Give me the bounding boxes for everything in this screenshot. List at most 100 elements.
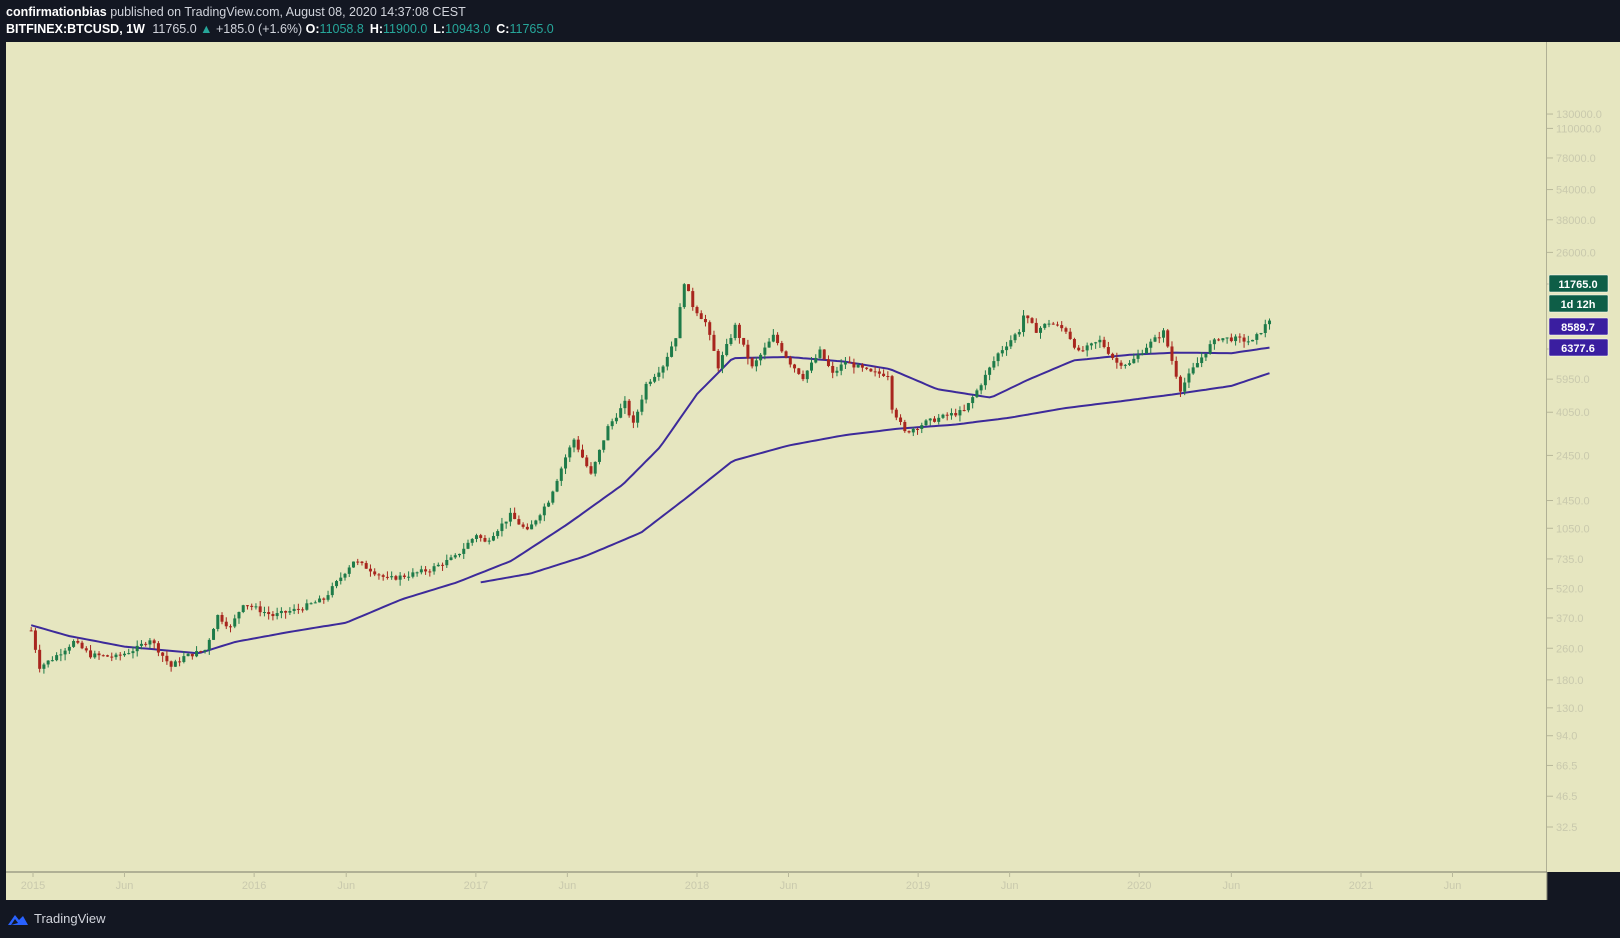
candle-body	[173, 661, 177, 667]
candle-body	[445, 559, 449, 566]
candle-body	[1132, 358, 1136, 364]
candle-body	[920, 425, 924, 429]
candle-body	[865, 367, 869, 369]
candle-body	[250, 605, 254, 607]
candle-body	[788, 357, 792, 365]
candle-body	[568, 447, 572, 458]
ma-long-line	[480, 372, 1270, 584]
y-tick-label: 1450.0	[1556, 496, 1590, 508]
candle-body	[1030, 318, 1034, 323]
candle-body	[712, 334, 716, 351]
candle-body	[326, 595, 330, 600]
candle-body	[46, 660, 50, 665]
candle-body	[483, 537, 487, 542]
candle-body	[729, 338, 733, 344]
brand-name[interactable]: TradingView	[34, 911, 106, 926]
candle-body	[776, 334, 780, 344]
y-tick-label: 735.0	[1556, 554, 1584, 566]
candle-body	[530, 524, 534, 530]
candle-body	[644, 383, 648, 400]
candle-body	[97, 653, 101, 656]
last-price: 11765.0	[152, 22, 197, 36]
candle-body	[1149, 341, 1153, 348]
y-tick-label: 260.0	[1556, 643, 1584, 655]
author-name[interactable]: confirmationbias	[6, 5, 107, 19]
candle-body	[708, 322, 712, 335]
candle-body	[890, 376, 894, 410]
y-tick-label: 94.0	[1556, 731, 1577, 743]
x-tick-label: Jun	[116, 880, 134, 892]
candle-body	[1191, 367, 1195, 374]
close-value: 11765.0	[509, 22, 554, 36]
candle-body	[407, 576, 411, 578]
candle-body	[670, 346, 674, 357]
price-chart[interactable]: 130000.0 110000.0 78000.0 54000.0 38000.0 260…	[6, 42, 1620, 900]
y-tick-label: 4050.0	[1556, 407, 1590, 419]
candle-body	[1145, 347, 1149, 354]
candle-body	[233, 618, 237, 627]
tradingview-logo-icon[interactable]	[6, 911, 30, 927]
candle-body	[843, 362, 847, 365]
candle-body	[517, 519, 521, 525]
symbol-line: BITFINEX:BTCUSD, 1W 11765.0 ▲ +185.0 (+1…	[6, 22, 554, 36]
candle-body	[381, 575, 385, 577]
candle-body	[835, 370, 839, 373]
candle-body	[839, 364, 843, 371]
candle-body	[640, 399, 644, 412]
candle-body	[93, 653, 97, 658]
candle-body	[911, 428, 915, 433]
candle-body	[101, 655, 105, 657]
candle-body	[288, 610, 292, 613]
candle-body	[1043, 323, 1047, 328]
candle-body	[907, 431, 911, 433]
candle-body	[50, 660, 54, 662]
x-tick-label: Jun	[337, 880, 355, 892]
candle-body	[487, 540, 491, 542]
candle-body	[135, 645, 139, 652]
candle-body	[474, 535, 478, 539]
candle-body	[1238, 336, 1242, 338]
candle-body	[937, 417, 941, 422]
candle-body	[797, 368, 801, 374]
high-value: 11900.0	[383, 22, 428, 36]
candle-body	[1039, 327, 1043, 333]
candle-body	[979, 385, 983, 391]
y-tick-label: 520.0	[1556, 584, 1584, 596]
candle-body	[419, 569, 423, 573]
candle-body	[1204, 353, 1208, 358]
candle-body	[292, 608, 296, 611]
countdown-badge-label: 1d 12h	[1561, 299, 1596, 311]
candle-body	[534, 520, 538, 525]
candle-body	[962, 410, 966, 412]
candle-body	[949, 413, 953, 416]
candle-body	[602, 440, 606, 450]
candle-body	[699, 313, 703, 320]
candle-body	[784, 351, 788, 358]
low-value: 10943.0	[445, 22, 491, 36]
candle-body	[1170, 346, 1174, 361]
candle-body	[110, 656, 114, 658]
candle-body	[750, 358, 754, 367]
plot-background[interactable]	[6, 42, 1547, 872]
symbol-name[interactable]: BITFINEX:BTCUSD	[6, 22, 120, 36]
candle-body	[648, 381, 652, 384]
candle-body	[814, 357, 818, 363]
candle-body	[580, 449, 584, 458]
candle-body	[971, 397, 975, 404]
candle-body	[152, 640, 156, 644]
candle-body	[585, 457, 589, 467]
candle-body	[1166, 330, 1170, 347]
x-tick-label: 2016	[242, 880, 266, 892]
x-tick-label: Jun	[1222, 880, 1240, 892]
candle-body	[525, 526, 529, 530]
candle-body	[127, 653, 131, 655]
candle-body	[614, 417, 618, 422]
candle-body	[241, 605, 245, 612]
candle-body	[309, 603, 313, 605]
candle-body	[975, 390, 979, 398]
candle-body	[122, 653, 126, 656]
candle-body	[1005, 346, 1009, 351]
candle-body	[38, 649, 42, 669]
y-tick-label: 46.5	[1556, 791, 1577, 803]
chart-area[interactable]: 130000.0 110000.0 78000.0 54000.0 38000.0 260…	[6, 42, 1620, 900]
